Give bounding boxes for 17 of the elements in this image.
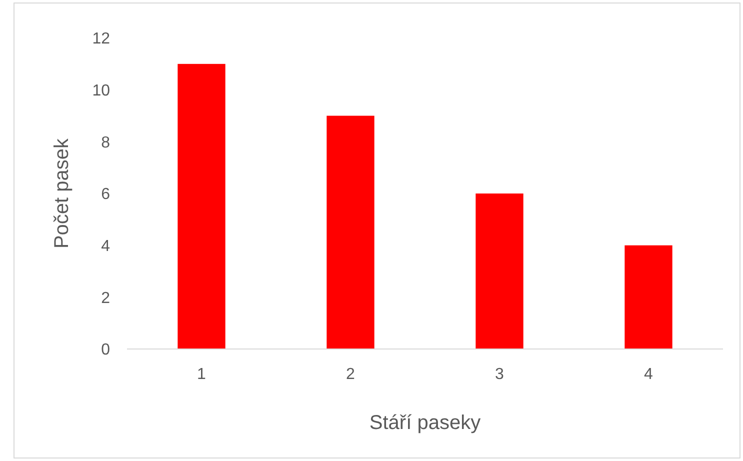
y-tick-label: 10 <box>92 82 110 100</box>
bar <box>178 64 226 349</box>
x-tick-label: 4 <box>644 366 654 383</box>
y-axis-title: Počet pasek <box>51 137 73 249</box>
x-tick-label: 3 <box>495 366 504 383</box>
bar <box>326 116 374 349</box>
x-axis-title: Stáří paseky <box>369 412 481 434</box>
y-tick-label: 2 <box>101 290 110 307</box>
y-tick-label: 6 <box>101 186 110 204</box>
y-tick-label: 0 <box>101 342 110 359</box>
x-tick-label: 1 <box>197 366 206 383</box>
y-tick-label: 8 <box>101 134 110 152</box>
y-tick-label: 4 <box>101 238 110 255</box>
y-tick-label: 12 <box>92 30 110 48</box>
x-tick-label: 2 <box>346 366 356 383</box>
bar <box>624 245 672 349</box>
bar <box>476 194 524 349</box>
